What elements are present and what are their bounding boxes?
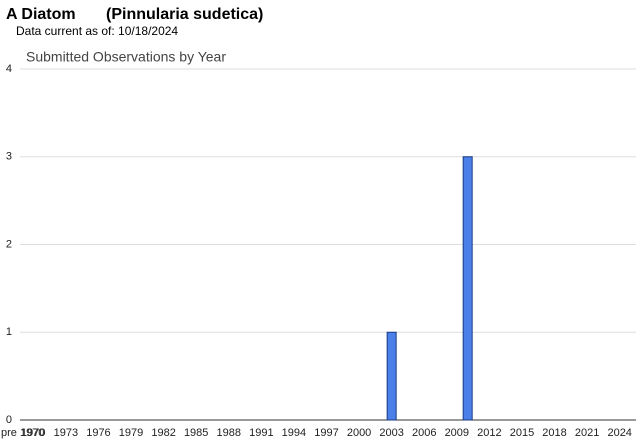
- x-tick-label: 2000: [347, 427, 371, 439]
- x-tick-label: 1988: [217, 427, 241, 439]
- x-tick-label: 2018: [542, 427, 566, 439]
- x-tick-label: 1997: [314, 427, 338, 439]
- chart-title: Submitted Observations by Year: [26, 49, 226, 65]
- y-tick-label: 3: [6, 151, 12, 163]
- y-tick-label: 2: [6, 238, 12, 250]
- x-tick-label: 1994: [282, 427, 306, 439]
- x-tick-label: 2021: [575, 427, 599, 439]
- x-tick-label: 2003: [379, 427, 403, 439]
- x-tick-label: 1979: [119, 427, 143, 439]
- x-tick-label: 1991: [249, 427, 273, 439]
- x-tick-label: 2012: [477, 427, 501, 439]
- bar: [462, 156, 473, 421]
- x-tick-label: 2006: [412, 427, 436, 439]
- x-tick-label: 2024: [607, 427, 631, 439]
- y-tick-label: 0: [6, 414, 12, 426]
- species-name: (Pinnularia sudetica): [106, 6, 263, 23]
- page-title: A Diatom: [6, 6, 76, 23]
- x-tick-label: pre 1970: [1, 427, 44, 439]
- subtitle: Data current as of: 10/18/2024: [16, 24, 178, 38]
- x-tick-label: 1973: [54, 427, 78, 439]
- x-tick-label: 1985: [184, 427, 208, 439]
- x-tick-label: 1982: [151, 427, 175, 439]
- y-tick-label: 4: [6, 63, 12, 75]
- x-tick-label: 1976: [86, 427, 110, 439]
- bar: [386, 331, 397, 421]
- y-tick-label: 1: [6, 326, 12, 338]
- x-tick-label: 1970: [21, 427, 45, 439]
- x-tick-label: 2015: [510, 427, 534, 439]
- x-tick-label: 2009: [445, 427, 469, 439]
